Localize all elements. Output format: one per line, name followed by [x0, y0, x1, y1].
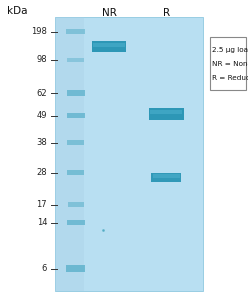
- Bar: [66, 29, 85, 34]
- Text: R: R: [163, 8, 170, 19]
- Text: 6: 6: [42, 264, 47, 273]
- Text: R = Reduced: R = Reduced: [212, 75, 248, 81]
- Bar: [67, 170, 84, 175]
- Bar: [55, 16, 203, 291]
- Bar: [151, 173, 181, 182]
- Bar: [67, 113, 85, 118]
- Text: 38: 38: [36, 138, 47, 147]
- Bar: [67, 202, 84, 207]
- Bar: [210, 38, 246, 90]
- Text: 2.5 μg loading: 2.5 μg loading: [212, 47, 248, 53]
- Bar: [149, 108, 184, 120]
- Text: 198: 198: [31, 27, 47, 36]
- Text: kDa: kDa: [7, 5, 28, 16]
- Bar: [93, 43, 125, 46]
- Text: NR: NR: [102, 8, 117, 19]
- Bar: [66, 265, 85, 272]
- Bar: [67, 140, 84, 145]
- Text: 49: 49: [37, 111, 47, 120]
- Bar: [153, 174, 180, 178]
- Text: 17: 17: [36, 200, 47, 209]
- Text: 14: 14: [37, 218, 47, 227]
- Bar: [67, 220, 85, 225]
- Text: NR = Non-reduced: NR = Non-reduced: [212, 61, 248, 67]
- Text: 98: 98: [36, 56, 47, 64]
- Bar: [67, 58, 84, 62]
- Bar: [92, 41, 126, 52]
- Text: 62: 62: [36, 88, 47, 98]
- Bar: [150, 110, 182, 114]
- Bar: [55, 16, 84, 291]
- Text: 28: 28: [36, 168, 47, 177]
- Bar: [67, 90, 85, 96]
